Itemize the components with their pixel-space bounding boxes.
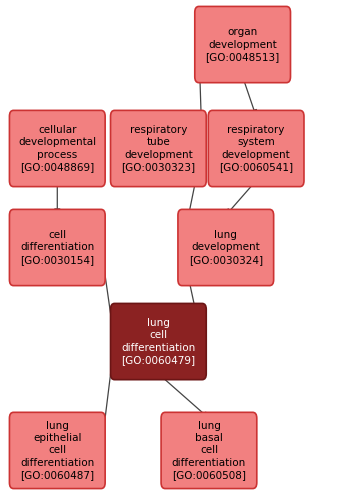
FancyBboxPatch shape — [195, 6, 290, 83]
Text: lung
basal
cell
differentiation
[GO:0060508]: lung basal cell differentiation [GO:0060… — [172, 421, 246, 480]
FancyBboxPatch shape — [111, 303, 206, 380]
Text: lung
epithelial
cell
differentiation
[GO:0060487]: lung epithelial cell differentiation [GO… — [20, 421, 94, 480]
FancyBboxPatch shape — [178, 209, 274, 286]
FancyBboxPatch shape — [111, 110, 206, 187]
Text: cell
differentiation
[GO:0030154]: cell differentiation [GO:0030154] — [20, 230, 94, 265]
Text: lung
development
[GO:0030324]: lung development [GO:0030324] — [189, 230, 263, 265]
Text: lung
cell
differentiation
[GO:0060479]: lung cell differentiation [GO:0060479] — [121, 318, 195, 365]
FancyBboxPatch shape — [161, 412, 257, 489]
Text: respiratory
tube
development
[GO:0030323]: respiratory tube development [GO:0030323… — [121, 125, 195, 172]
FancyBboxPatch shape — [9, 209, 105, 286]
Text: respiratory
system
development
[GO:0060541]: respiratory system development [GO:00605… — [219, 125, 293, 172]
FancyBboxPatch shape — [208, 110, 304, 187]
Text: cellular
developmental
process
[GO:0048869]: cellular developmental process [GO:00488… — [18, 125, 96, 172]
FancyBboxPatch shape — [9, 110, 105, 187]
FancyBboxPatch shape — [9, 412, 105, 489]
Text: organ
development
[GO:0048513]: organ development [GO:0048513] — [206, 27, 280, 62]
